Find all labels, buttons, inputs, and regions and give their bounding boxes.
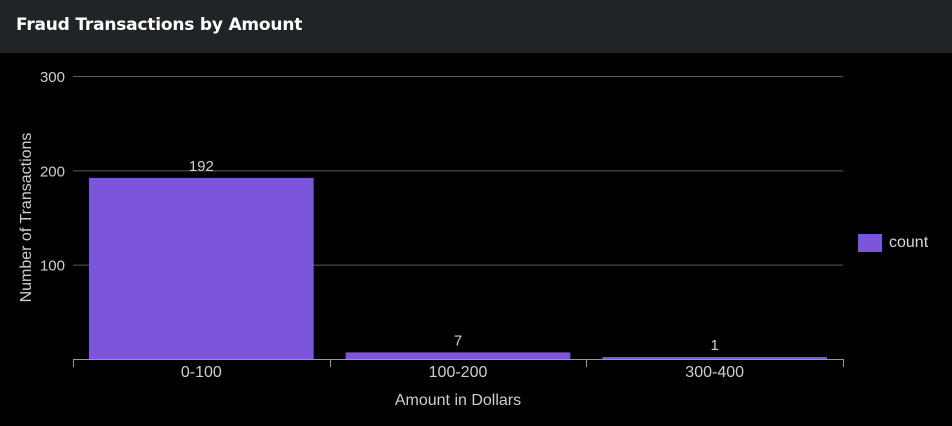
x-axis-title: Amount in Dollars <box>395 392 521 409</box>
legend-swatch <box>858 234 882 252</box>
x-tick-label: 100-200 <box>429 364 488 381</box>
data-label: 1 <box>710 337 718 354</box>
y-tick-label: 200 <box>40 163 65 180</box>
data-label: 192 <box>189 158 214 175</box>
bar-300-400[interactable] <box>602 357 827 359</box>
legend-label-count: count <box>889 234 929 251</box>
y-tick-label: 100 <box>40 258 65 275</box>
bar-100-200[interactable] <box>345 352 571 359</box>
y-tick-label: 300 <box>40 69 65 86</box>
bar-0-100[interactable] <box>89 177 314 359</box>
y-axis-title: Number of Transactions <box>18 133 35 303</box>
x-tick-label: 0-100 <box>181 364 222 381</box>
data-label: 7 <box>454 332 462 349</box>
panel-title: Fraud Transactions by Amount <box>16 15 303 35</box>
panel-header: Fraud Transactions by Amount <box>0 0 952 53</box>
x-tick-label: 300-400 <box>685 364 744 381</box>
legend[interactable]: count <box>858 234 928 252</box>
